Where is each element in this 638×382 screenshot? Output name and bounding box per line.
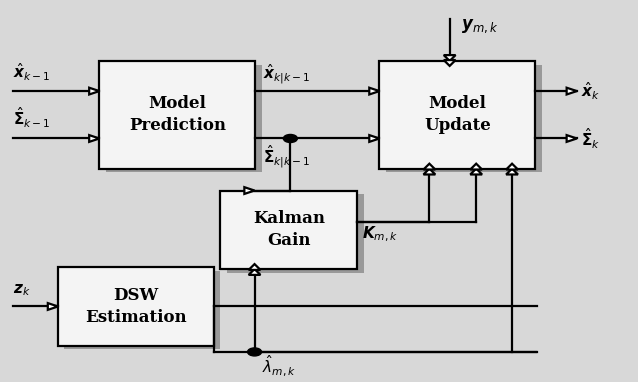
FancyBboxPatch shape bbox=[226, 194, 364, 273]
Polygon shape bbox=[567, 88, 577, 94]
FancyBboxPatch shape bbox=[220, 191, 357, 269]
Polygon shape bbox=[369, 135, 380, 142]
Polygon shape bbox=[89, 135, 100, 142]
FancyBboxPatch shape bbox=[64, 271, 220, 350]
Text: Model: Model bbox=[429, 96, 486, 112]
Text: Prediction: Prediction bbox=[129, 117, 226, 134]
Text: $\hat{\boldsymbol{x}}_{k-1}$: $\hat{\boldsymbol{x}}_{k-1}$ bbox=[13, 62, 51, 83]
FancyBboxPatch shape bbox=[58, 267, 214, 346]
Polygon shape bbox=[567, 135, 577, 142]
Text: Gain: Gain bbox=[267, 232, 311, 249]
Polygon shape bbox=[244, 187, 255, 194]
Text: $\boldsymbol{z}_k$: $\boldsymbol{z}_k$ bbox=[13, 283, 31, 298]
Text: Model: Model bbox=[149, 96, 206, 112]
Polygon shape bbox=[369, 88, 380, 94]
Polygon shape bbox=[444, 55, 456, 61]
Text: Kalman: Kalman bbox=[253, 210, 325, 227]
Text: $\boldsymbol{y}_{m,k}$: $\boldsymbol{y}_{m,k}$ bbox=[461, 17, 498, 35]
Text: $\hat{\boldsymbol{x}}_k$: $\hat{\boldsymbol{x}}_k$ bbox=[581, 80, 600, 102]
Text: $\hat{\boldsymbol{x}}_{k|k-1}$: $\hat{\boldsymbol{x}}_{k|k-1}$ bbox=[263, 62, 310, 86]
FancyBboxPatch shape bbox=[380, 61, 535, 168]
Polygon shape bbox=[470, 163, 482, 170]
Polygon shape bbox=[506, 163, 518, 170]
Polygon shape bbox=[48, 303, 58, 310]
FancyBboxPatch shape bbox=[100, 61, 255, 168]
Polygon shape bbox=[444, 60, 456, 66]
Text: Estimation: Estimation bbox=[85, 309, 187, 326]
FancyBboxPatch shape bbox=[106, 65, 262, 172]
Polygon shape bbox=[424, 168, 435, 175]
FancyBboxPatch shape bbox=[386, 65, 542, 172]
Text: $\hat{\lambda}_{m,k}$: $\hat{\lambda}_{m,k}$ bbox=[262, 354, 297, 379]
Polygon shape bbox=[249, 269, 260, 275]
Circle shape bbox=[248, 348, 262, 356]
Text: $\boldsymbol{K}_{m,k}$: $\boldsymbol{K}_{m,k}$ bbox=[362, 225, 399, 244]
Text: DSW: DSW bbox=[114, 287, 159, 304]
Polygon shape bbox=[249, 264, 260, 270]
Text: $\hat{\boldsymbol{\Sigma}}_{k-1}$: $\hat{\boldsymbol{\Sigma}}_{k-1}$ bbox=[13, 106, 51, 131]
Text: Update: Update bbox=[424, 117, 491, 134]
Text: $\hat{\boldsymbol{\Sigma}}_{k|k-1}$: $\hat{\boldsymbol{\Sigma}}_{k|k-1}$ bbox=[263, 144, 310, 170]
Polygon shape bbox=[506, 168, 518, 175]
Circle shape bbox=[283, 134, 297, 142]
Polygon shape bbox=[89, 88, 100, 94]
Polygon shape bbox=[424, 163, 435, 170]
Text: $\hat{\boldsymbol{\Sigma}}_k$: $\hat{\boldsymbol{\Sigma}}_k$ bbox=[581, 126, 600, 151]
Polygon shape bbox=[470, 168, 482, 175]
